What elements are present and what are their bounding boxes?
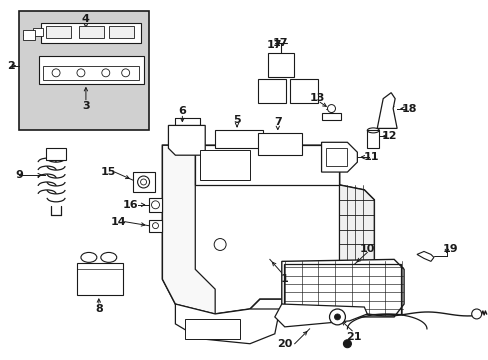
Text: 17: 17 [266,40,282,50]
Text: 9: 9 [15,170,23,180]
Bar [79,26,103,38]
Circle shape [122,69,129,77]
Polygon shape [162,145,215,314]
Text: 18: 18 [401,104,416,113]
Polygon shape [175,304,279,344]
Circle shape [137,176,149,188]
Bar [257,133,301,155]
Circle shape [214,239,225,251]
Polygon shape [168,125,205,155]
Circle shape [471,309,481,319]
Circle shape [343,340,351,348]
Text: 19: 19 [442,244,458,255]
Bar [195,145,339,185]
Bar [289,79,317,103]
Bar [200,150,249,180]
Bar [33,28,43,36]
Text: 6: 6 [178,105,186,116]
Polygon shape [376,93,396,129]
Bar [41,23,141,43]
Text: 13: 13 [309,93,325,103]
Bar [77,264,122,295]
Circle shape [327,105,335,113]
Bar [321,113,341,121]
Text: 14: 14 [111,217,126,227]
Text: 3: 3 [82,100,89,111]
Polygon shape [416,251,433,261]
Circle shape [334,314,340,320]
Text: 16: 16 [122,200,138,210]
Text: 7: 7 [273,117,281,127]
Bar [215,130,263,148]
Polygon shape [321,142,357,172]
Text: 5: 5 [233,116,241,126]
Text: 8: 8 [95,304,102,314]
Bar [132,172,154,192]
Text: 15: 15 [101,167,116,177]
Text: 21: 21 [346,332,362,342]
Circle shape [52,69,60,77]
Text: 4: 4 [82,14,90,24]
Text: 1: 1 [280,274,288,284]
Circle shape [329,309,345,325]
Bar [325,148,346,166]
Text: 12: 12 [381,131,396,141]
Bar [19,11,148,130]
Polygon shape [162,145,373,314]
Polygon shape [339,145,373,299]
Text: 17: 17 [272,38,288,48]
Polygon shape [281,260,403,317]
Bar [185,319,240,339]
Bar [108,26,133,38]
Bar [23,30,35,40]
Circle shape [151,201,159,209]
Bar [366,130,379,148]
Bar [46,26,71,38]
Bar [257,79,285,103]
Bar [148,220,162,231]
Text: 11: 11 [363,152,378,162]
Bar [148,198,162,212]
Bar [267,53,293,77]
Circle shape [102,69,109,77]
Circle shape [141,179,146,185]
Polygon shape [274,304,366,327]
Bar [283,264,400,314]
Bar [43,66,138,80]
Circle shape [77,69,85,77]
Text: 10: 10 [359,244,374,255]
Circle shape [152,223,158,229]
Bar [39,56,143,84]
Text: 20: 20 [277,339,292,349]
Bar [46,148,66,160]
Text: 2: 2 [7,61,15,71]
